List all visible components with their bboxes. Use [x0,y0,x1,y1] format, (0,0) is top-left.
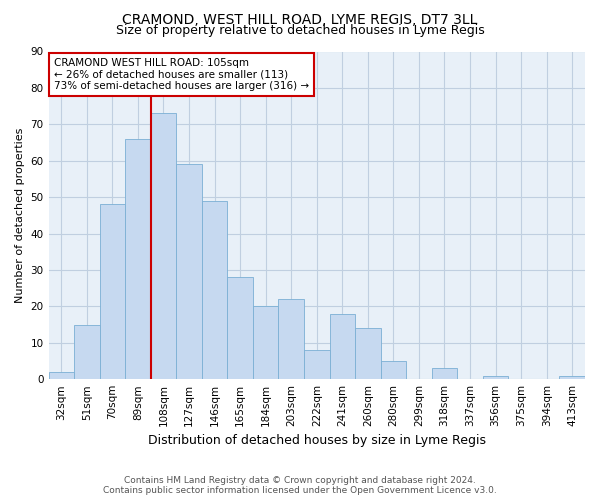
Bar [100,204,125,379]
X-axis label: Distribution of detached houses by size in Lyme Regis: Distribution of detached houses by size … [148,434,486,448]
Bar [253,306,278,379]
Bar [432,368,457,379]
Bar [227,277,253,379]
Bar [483,376,508,379]
Bar [151,114,176,379]
Bar [355,328,380,379]
Bar [380,361,406,379]
Bar [49,372,74,379]
Text: CRAMOND, WEST HILL ROAD, LYME REGIS, DT7 3LL: CRAMOND, WEST HILL ROAD, LYME REGIS, DT7… [122,12,478,26]
Text: Size of property relative to detached houses in Lyme Regis: Size of property relative to detached ho… [116,24,484,37]
Bar [278,299,304,379]
Bar [304,350,329,379]
Y-axis label: Number of detached properties: Number of detached properties [15,128,25,303]
Text: Contains HM Land Registry data © Crown copyright and database right 2024.
Contai: Contains HM Land Registry data © Crown c… [103,476,497,495]
Text: CRAMOND WEST HILL ROAD: 105sqm
← 26% of detached houses are smaller (113)
73% of: CRAMOND WEST HILL ROAD: 105sqm ← 26% of … [54,58,309,92]
Bar [202,201,227,379]
Bar [74,324,100,379]
Bar [559,376,585,379]
Bar [125,139,151,379]
Bar [176,164,202,379]
Bar [329,314,355,379]
